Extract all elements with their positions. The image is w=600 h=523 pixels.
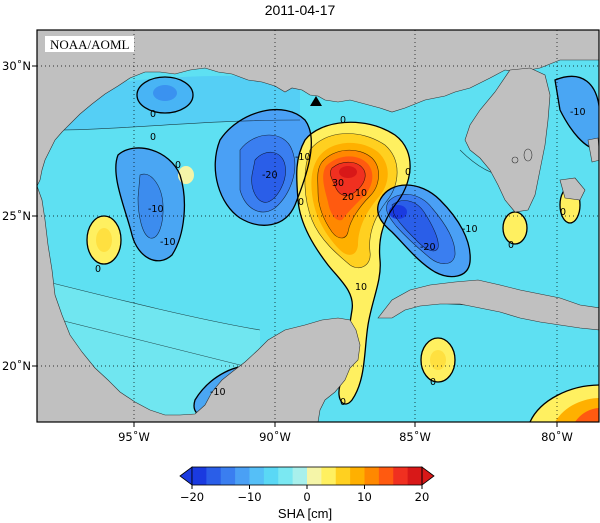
colorbar-tick-label: −10 xyxy=(237,490,261,504)
contour-label: 20 xyxy=(342,192,354,203)
land xyxy=(37,30,599,422)
contour-label-group: 0 -10 -20 0 -10 -10 10 20 30 0 0 0 0 -20… xyxy=(95,107,586,408)
x-tick-label: 95˚W xyxy=(118,429,150,444)
colorbar-cell xyxy=(206,467,222,485)
grid-lines xyxy=(37,30,599,422)
colorbar-cell xyxy=(192,467,207,485)
contour-label: -10 xyxy=(462,224,478,235)
contour-label: -10 xyxy=(295,152,311,163)
contour-label: -10 xyxy=(148,204,164,215)
colorbar-cell xyxy=(220,467,236,485)
x-tick-label: 90˚W xyxy=(259,429,291,444)
colorbar-cell xyxy=(307,467,322,485)
map-title: 2011-04-17 xyxy=(264,2,336,18)
contour-label: 10 xyxy=(355,282,367,293)
contour-label: 0 xyxy=(175,160,181,171)
contour-lines xyxy=(86,75,599,422)
contour-label: 0 xyxy=(508,240,514,251)
y-tick-label: 20˚N xyxy=(2,358,31,373)
y-tick-label: 25˚N xyxy=(2,208,31,223)
colorbar-tick-label: 10 xyxy=(357,490,372,504)
colorbar-tick-label: −20 xyxy=(180,490,204,504)
x-tick-label: 85˚W xyxy=(399,429,431,444)
contour-label: 0 xyxy=(430,377,436,388)
us-gulf-coast xyxy=(37,30,599,187)
contour-label: 0 xyxy=(405,167,411,178)
contour-label: -20 xyxy=(420,242,436,253)
contour-label: -10 xyxy=(160,237,176,248)
axis-ticks xyxy=(32,65,558,427)
contour-label: 0 xyxy=(95,264,101,275)
colorbar: −20 −10 0 10 20 xyxy=(179,466,435,504)
colorbar-cell xyxy=(393,467,409,485)
colorbar-cell xyxy=(378,467,394,485)
cuba xyxy=(377,279,599,331)
colorbar-cell xyxy=(263,467,279,485)
contour-label: 30 xyxy=(332,178,344,189)
contour-label: -10 xyxy=(210,387,226,398)
colorbar-cell xyxy=(235,467,250,485)
colorbar-cell xyxy=(278,467,294,485)
contour-label: -10 xyxy=(570,107,586,118)
colorbar-cell xyxy=(350,467,365,485)
map-frame xyxy=(36,29,600,423)
contour-label: 0 xyxy=(150,132,156,143)
colorbar-cell xyxy=(407,467,423,485)
contour-label: 0 xyxy=(340,397,346,408)
contour-label: 0 xyxy=(150,109,156,120)
colorbar-label: SHA [cm] xyxy=(277,506,333,521)
contour-label: 0 xyxy=(560,207,566,218)
colorbar-cell xyxy=(364,467,380,485)
contour-label: 10 xyxy=(355,188,367,199)
contour-label: 0 xyxy=(340,115,346,126)
buoy-marker xyxy=(310,96,322,106)
colorbar-cell xyxy=(292,467,308,485)
contour-label: -20 xyxy=(262,170,278,181)
colorbar-high-arrow xyxy=(421,466,435,486)
florida xyxy=(464,67,551,213)
colorbar-cell xyxy=(321,467,337,485)
x-tick-label: 80˚W xyxy=(541,429,573,444)
credit-label: NOAA/AOML xyxy=(45,36,135,52)
contour-label: 0 xyxy=(298,197,304,208)
colorbar-cell xyxy=(335,467,351,485)
colorbar-low-arrow xyxy=(179,466,193,486)
y-tick-label: 30˚N xyxy=(2,58,31,73)
colorbar-cell xyxy=(249,467,265,485)
colorbar-tick-label: 20 xyxy=(415,490,430,504)
colorbar-tick-label: 0 xyxy=(303,490,310,504)
mexico-coast xyxy=(37,185,361,422)
